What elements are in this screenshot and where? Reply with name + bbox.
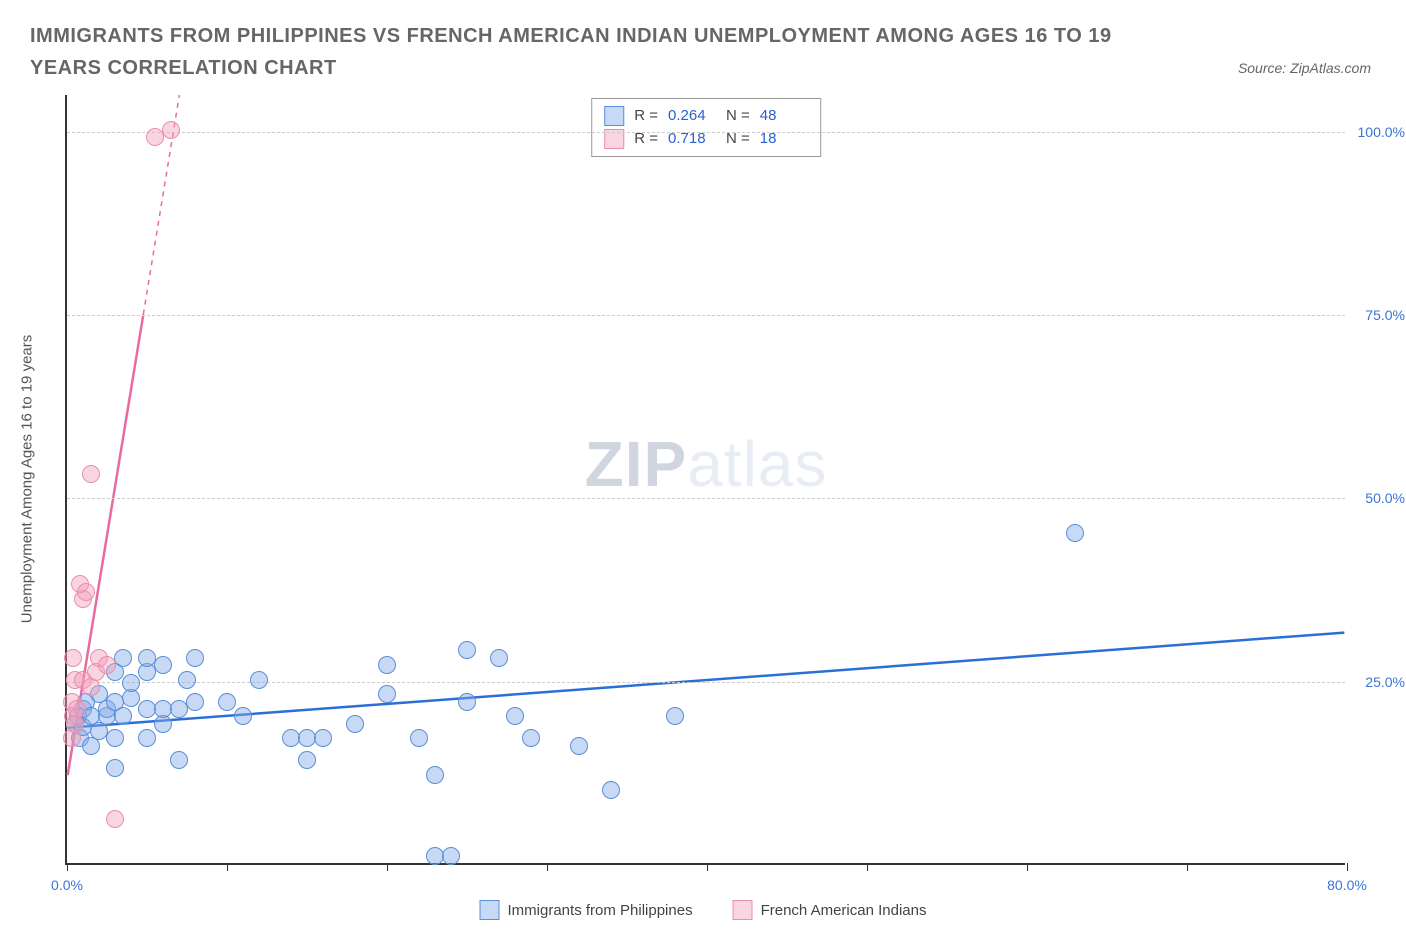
scatter-point bbox=[98, 656, 116, 674]
scatter-point bbox=[314, 729, 332, 747]
scatter-point bbox=[298, 751, 316, 769]
scatter-point bbox=[218, 693, 236, 711]
x-tick-label: 80.0% bbox=[1327, 877, 1367, 893]
scatter-point bbox=[346, 715, 364, 733]
plot-area: ZIPatlas Unemployment Among Ages 16 to 1… bbox=[65, 95, 1345, 865]
scatter-point bbox=[506, 707, 524, 725]
scatter-point bbox=[114, 707, 132, 725]
x-tick bbox=[707, 863, 708, 871]
x-tick bbox=[67, 863, 68, 871]
legend-item-1: French American Indians bbox=[733, 900, 927, 920]
r-label: R = bbox=[634, 105, 658, 128]
scatter-point bbox=[458, 641, 476, 659]
bottom-legend: Immigrants from Philippines French Ameri… bbox=[480, 900, 927, 920]
scatter-point bbox=[106, 759, 124, 777]
watermark-light: atlas bbox=[687, 428, 827, 500]
legend-stats-box: R = 0.264 N = 48 R = 0.718 N = 18 bbox=[591, 98, 821, 157]
x-tick-label: 0.0% bbox=[51, 877, 83, 893]
scatter-point bbox=[458, 693, 476, 711]
scatter-point bbox=[442, 847, 460, 865]
trend-lines-svg bbox=[67, 95, 1345, 863]
y-tick-label: 100.0% bbox=[1358, 124, 1405, 140]
scatter-point bbox=[122, 674, 140, 692]
scatter-point bbox=[666, 707, 684, 725]
scatter-point bbox=[602, 781, 620, 799]
scatter-point bbox=[162, 121, 180, 139]
legend-swatch-0 bbox=[604, 106, 624, 126]
scatter-point bbox=[234, 707, 252, 725]
source-label: Source: ZipAtlas.com bbox=[1238, 60, 1371, 76]
x-tick bbox=[867, 863, 868, 871]
scatter-point bbox=[114, 649, 132, 667]
legend-swatch-0 bbox=[480, 900, 500, 920]
scatter-point bbox=[426, 766, 444, 784]
grid-line bbox=[67, 132, 1345, 133]
legend-label-0: Immigrants from Philippines bbox=[508, 902, 693, 919]
chart-container: IMMIGRANTS FROM PHILIPPINES VS FRENCH AM… bbox=[0, 0, 1406, 930]
legend-label-1: French American Indians bbox=[761, 902, 927, 919]
scatter-point bbox=[77, 583, 95, 601]
scatter-point bbox=[378, 685, 396, 703]
x-tick bbox=[1027, 863, 1028, 871]
grid-line bbox=[67, 315, 1345, 316]
scatter-point bbox=[68, 700, 86, 718]
watermark: ZIPatlas bbox=[585, 427, 828, 501]
scatter-point bbox=[106, 810, 124, 828]
scatter-point bbox=[138, 729, 156, 747]
watermark-bold: ZIP bbox=[585, 428, 688, 500]
scatter-point bbox=[250, 671, 268, 689]
y-tick-label: 75.0% bbox=[1365, 307, 1405, 323]
scatter-point bbox=[186, 693, 204, 711]
scatter-point bbox=[82, 465, 100, 483]
scatter-point bbox=[410, 729, 428, 747]
x-tick bbox=[227, 863, 228, 871]
n-value-0: 48 bbox=[760, 105, 808, 128]
y-tick-label: 25.0% bbox=[1365, 674, 1405, 690]
x-tick bbox=[387, 863, 388, 871]
scatter-point bbox=[178, 671, 196, 689]
y-axis-label: Unemployment Among Ages 16 to 19 years bbox=[19, 335, 36, 624]
scatter-point bbox=[186, 649, 204, 667]
x-tick bbox=[1347, 863, 1348, 871]
scatter-point bbox=[490, 649, 508, 667]
grid-line bbox=[67, 498, 1345, 499]
scatter-point bbox=[106, 729, 124, 747]
legend-stats-row-0: R = 0.264 N = 48 bbox=[604, 105, 808, 128]
scatter-point bbox=[154, 656, 172, 674]
scatter-point bbox=[378, 656, 396, 674]
scatter-point bbox=[1066, 524, 1084, 542]
scatter-point bbox=[522, 729, 540, 747]
n-label: N = bbox=[726, 105, 750, 128]
x-tick bbox=[1187, 863, 1188, 871]
scatter-point bbox=[64, 649, 82, 667]
scatter-point bbox=[170, 751, 188, 769]
chart-title: IMMIGRANTS FROM PHILIPPINES VS FRENCH AM… bbox=[30, 20, 1130, 84]
legend-item-0: Immigrants from Philippines bbox=[480, 900, 693, 920]
r-value-0: 0.264 bbox=[668, 105, 716, 128]
x-tick bbox=[547, 863, 548, 871]
y-tick-label: 50.0% bbox=[1365, 490, 1405, 506]
legend-swatch-1 bbox=[733, 900, 753, 920]
scatter-point bbox=[570, 737, 588, 755]
